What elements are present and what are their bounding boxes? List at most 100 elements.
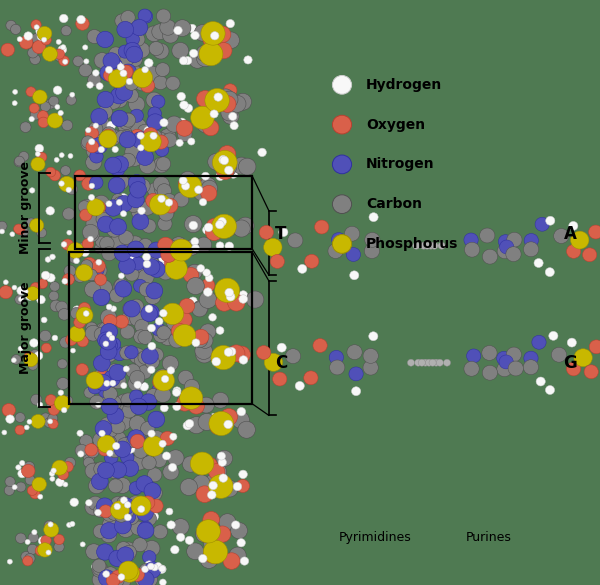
Circle shape bbox=[31, 394, 42, 405]
Circle shape bbox=[29, 116, 34, 122]
Circle shape bbox=[21, 552, 31, 562]
Circle shape bbox=[86, 372, 104, 389]
Circle shape bbox=[142, 550, 156, 564]
Circle shape bbox=[178, 127, 192, 142]
Circle shape bbox=[145, 435, 160, 449]
Circle shape bbox=[94, 355, 110, 371]
Text: C: C bbox=[275, 354, 287, 371]
Circle shape bbox=[166, 77, 180, 90]
Circle shape bbox=[140, 79, 155, 92]
Circle shape bbox=[86, 543, 102, 559]
Circle shape bbox=[172, 42, 189, 59]
Circle shape bbox=[38, 111, 49, 121]
Circle shape bbox=[158, 238, 173, 253]
Circle shape bbox=[158, 207, 174, 221]
Circle shape bbox=[499, 235, 512, 249]
Circle shape bbox=[115, 477, 131, 493]
Circle shape bbox=[212, 357, 221, 366]
Circle shape bbox=[158, 265, 173, 280]
Circle shape bbox=[179, 331, 192, 344]
Circle shape bbox=[95, 510, 101, 516]
Circle shape bbox=[12, 485, 17, 490]
Circle shape bbox=[24, 353, 38, 367]
Circle shape bbox=[574, 349, 592, 367]
Circle shape bbox=[182, 456, 199, 472]
Circle shape bbox=[6, 415, 14, 424]
Circle shape bbox=[196, 526, 212, 542]
Circle shape bbox=[148, 411, 165, 428]
Circle shape bbox=[41, 535, 51, 546]
Circle shape bbox=[91, 112, 107, 128]
Circle shape bbox=[49, 404, 59, 415]
Circle shape bbox=[117, 547, 134, 563]
Circle shape bbox=[31, 20, 41, 30]
Circle shape bbox=[122, 510, 136, 524]
Circle shape bbox=[108, 67, 122, 81]
Circle shape bbox=[97, 91, 114, 108]
Circle shape bbox=[145, 561, 154, 569]
Circle shape bbox=[98, 384, 112, 398]
Circle shape bbox=[62, 239, 73, 250]
Circle shape bbox=[153, 370, 175, 391]
Circle shape bbox=[61, 26, 71, 36]
Circle shape bbox=[129, 257, 145, 273]
Circle shape bbox=[13, 90, 17, 94]
Circle shape bbox=[210, 418, 227, 435]
Circle shape bbox=[62, 120, 73, 130]
Circle shape bbox=[110, 573, 124, 585]
Circle shape bbox=[523, 242, 539, 257]
Circle shape bbox=[128, 495, 142, 510]
Circle shape bbox=[229, 547, 246, 564]
Circle shape bbox=[178, 118, 186, 126]
Circle shape bbox=[103, 387, 118, 401]
Circle shape bbox=[192, 339, 200, 346]
Circle shape bbox=[86, 154, 102, 170]
Circle shape bbox=[194, 186, 203, 194]
Circle shape bbox=[212, 393, 229, 408]
Circle shape bbox=[30, 109, 41, 120]
Text: Carbon: Carbon bbox=[366, 197, 422, 211]
Circle shape bbox=[220, 408, 238, 425]
Circle shape bbox=[44, 521, 55, 531]
Circle shape bbox=[224, 166, 233, 174]
Circle shape bbox=[203, 269, 211, 276]
Circle shape bbox=[536, 377, 545, 386]
Circle shape bbox=[85, 325, 101, 341]
Circle shape bbox=[210, 413, 218, 422]
Circle shape bbox=[119, 561, 138, 580]
Circle shape bbox=[37, 279, 47, 289]
Circle shape bbox=[62, 395, 73, 406]
Circle shape bbox=[40, 331, 51, 342]
Circle shape bbox=[532, 335, 546, 349]
Circle shape bbox=[46, 550, 51, 555]
Circle shape bbox=[200, 324, 216, 339]
Circle shape bbox=[137, 125, 152, 139]
Circle shape bbox=[86, 216, 102, 232]
Circle shape bbox=[115, 315, 128, 328]
Circle shape bbox=[130, 129, 144, 142]
Circle shape bbox=[64, 265, 76, 277]
Circle shape bbox=[211, 32, 219, 40]
Circle shape bbox=[98, 375, 110, 387]
Circle shape bbox=[272, 372, 287, 386]
Circle shape bbox=[99, 130, 117, 148]
Circle shape bbox=[163, 464, 179, 480]
Circle shape bbox=[68, 252, 80, 263]
Circle shape bbox=[106, 201, 112, 207]
Circle shape bbox=[71, 348, 76, 353]
Circle shape bbox=[233, 346, 250, 363]
Circle shape bbox=[232, 411, 250, 429]
Circle shape bbox=[506, 247, 521, 261]
Circle shape bbox=[108, 177, 125, 194]
Circle shape bbox=[138, 505, 145, 512]
Circle shape bbox=[208, 153, 225, 170]
Circle shape bbox=[69, 326, 85, 342]
Circle shape bbox=[148, 129, 162, 144]
Circle shape bbox=[82, 239, 94, 250]
Circle shape bbox=[420, 242, 427, 249]
Circle shape bbox=[148, 468, 162, 482]
Circle shape bbox=[208, 491, 216, 499]
Circle shape bbox=[196, 519, 220, 543]
Circle shape bbox=[25, 539, 30, 545]
Circle shape bbox=[89, 122, 103, 136]
